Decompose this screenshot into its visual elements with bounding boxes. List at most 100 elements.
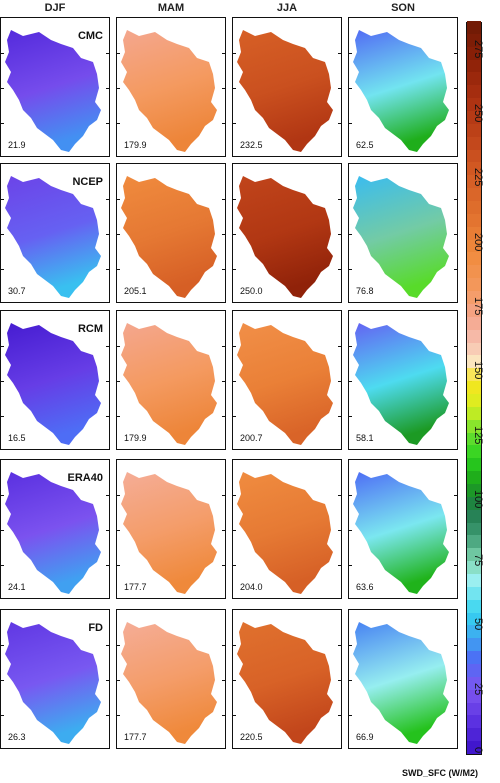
mean-value-label: 58.1 xyxy=(356,433,374,443)
colorbar-band xyxy=(467,702,481,716)
basin-map xyxy=(121,323,217,445)
axis-tick xyxy=(1,346,4,347)
model-label-rcm: RCM xyxy=(77,323,103,335)
axis-tick xyxy=(222,715,225,716)
mean-value-label: 179.9 xyxy=(124,433,147,443)
axis-tick xyxy=(117,565,120,566)
axis-tick xyxy=(233,199,236,200)
map-panel-ncep-djf: 30.7 NCEP xyxy=(0,163,110,303)
colorbar-band xyxy=(467,303,481,317)
basin-shape xyxy=(353,323,449,445)
axis-tick xyxy=(338,199,341,200)
axis-tick xyxy=(454,346,457,347)
axis-tick xyxy=(349,715,352,716)
basin-shape xyxy=(353,622,449,744)
axis-tick xyxy=(349,565,352,566)
axis-tick xyxy=(1,715,4,716)
season-header-jja: JJA xyxy=(276,2,298,14)
axis-tick xyxy=(454,123,457,124)
colorbar-band xyxy=(467,251,481,266)
colorbar-band xyxy=(467,612,481,626)
colorbar-band xyxy=(467,226,481,240)
axis-tick xyxy=(233,53,236,54)
basin-map xyxy=(5,622,101,744)
axis-tick xyxy=(233,346,236,347)
colorbar-band xyxy=(467,689,481,703)
axis-tick xyxy=(222,645,225,646)
axis-tick xyxy=(222,381,225,382)
colorbar-band xyxy=(467,174,481,189)
axis-tick xyxy=(233,381,236,382)
axis-tick xyxy=(117,715,120,716)
axis-tick xyxy=(1,234,4,235)
axis-tick xyxy=(117,123,120,124)
colorbar-band xyxy=(467,84,481,99)
axis-tick xyxy=(233,565,236,566)
colorbar-band xyxy=(467,354,481,369)
season-header-djf: DJF xyxy=(44,2,66,14)
colorbar-band xyxy=(467,599,481,613)
axis-tick xyxy=(454,680,457,681)
axis-tick xyxy=(222,269,225,270)
colorbar-tick-label: 250 xyxy=(472,104,484,123)
axis-tick xyxy=(1,680,4,681)
colorbar-band xyxy=(467,419,481,433)
model-label-era40: ERA40 xyxy=(67,472,103,484)
colorbar-band xyxy=(467,509,481,523)
axis-tick xyxy=(349,680,352,681)
basin-shape xyxy=(121,472,217,594)
axis-tick xyxy=(117,530,120,531)
axis-tick xyxy=(338,123,341,124)
colorbar-band xyxy=(467,123,481,137)
colorbar-band xyxy=(467,97,481,112)
colorbar-band xyxy=(467,46,481,60)
basin-shape xyxy=(121,176,217,298)
colorbar-tick-label: 125 xyxy=(472,425,484,444)
axis-tick xyxy=(117,269,120,270)
colorbar-tick-label: 100 xyxy=(472,489,484,509)
axis-tick xyxy=(338,346,341,347)
colorbar-tick-label: 225 xyxy=(472,168,484,187)
colorbar xyxy=(466,20,482,755)
axis-tick xyxy=(338,88,341,89)
map-panel-cmc-jja: 232.5 xyxy=(232,17,342,157)
season-header-mam: MAM xyxy=(157,2,185,14)
axis-tick xyxy=(1,269,4,270)
basin-map xyxy=(121,30,217,152)
model-label-fd: FD xyxy=(88,622,103,634)
axis-tick xyxy=(222,680,225,681)
axis-tick xyxy=(222,565,225,566)
axis-tick xyxy=(106,565,109,566)
basin-map xyxy=(237,30,333,152)
map-panel-rcm-djf: 16.5 RCM xyxy=(0,310,110,450)
colorbar-band xyxy=(467,277,481,292)
axis-tick xyxy=(222,530,225,531)
basin-shape xyxy=(237,472,333,594)
axis-tick xyxy=(454,53,457,54)
map-panel-era40-djf: 24.1 ERA40 xyxy=(0,459,110,599)
basin-map xyxy=(237,472,333,594)
colorbar-band xyxy=(467,380,481,394)
axis-tick xyxy=(338,715,341,716)
basin-shape xyxy=(353,30,449,152)
colorbar-band xyxy=(467,624,481,639)
colorbar-band xyxy=(467,457,481,472)
map-panel-fd-djf: 26.3 FD xyxy=(0,609,110,749)
colorbar-tick-label: 75 xyxy=(472,554,484,567)
colorbar-band xyxy=(467,573,481,587)
axis-tick xyxy=(454,199,457,200)
colorbar-band xyxy=(467,586,481,600)
axis-tick xyxy=(117,680,120,681)
axis-tick xyxy=(349,269,352,270)
mean-value-label: 30.7 xyxy=(8,286,26,296)
axis-tick xyxy=(454,715,457,716)
axis-tick xyxy=(1,530,4,531)
colorbar-band xyxy=(467,393,481,407)
basin-shape xyxy=(353,176,449,298)
colorbar-band xyxy=(467,547,481,562)
axis-tick xyxy=(106,530,109,531)
map-panel-rcm-son: 58.1 xyxy=(348,310,458,450)
mean-value-label: 62.5 xyxy=(356,140,374,150)
colorbar-tick-label: 275 xyxy=(472,39,484,59)
colorbar-band xyxy=(467,650,481,664)
